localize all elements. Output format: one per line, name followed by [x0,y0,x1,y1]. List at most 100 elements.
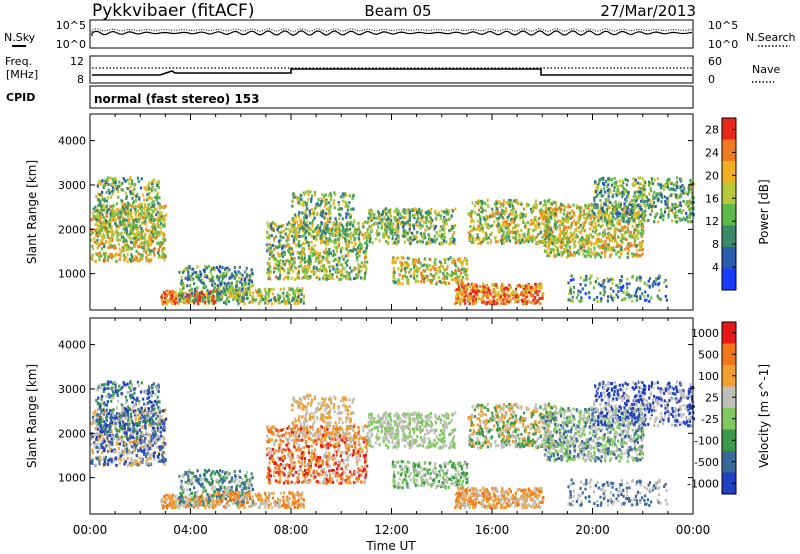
power-cell [397,225,400,229]
power-cell [408,238,411,242]
power-cell [631,234,634,238]
power-cell [406,231,409,235]
power-cell [586,206,589,210]
power-cell [291,257,294,261]
power-cell [278,269,281,273]
power-cell [285,259,288,263]
power-cell [228,287,231,291]
power-cell [664,200,667,203]
power-cell [402,225,405,229]
power-cell [650,179,653,183]
power-cell [584,242,587,246]
power-cell [316,202,319,206]
power-cell [230,285,233,289]
power-cell [281,266,284,270]
power-cell [433,260,436,264]
power-cell [578,252,581,256]
power-cell [633,253,636,256]
power-cell [516,240,519,244]
power-cell [618,250,621,254]
power-cell [399,260,402,264]
power-cell [235,273,238,277]
power-cell [674,188,677,192]
power-cell [597,210,600,214]
power-cell [608,246,611,250]
power-cell [269,252,272,256]
power-cell [376,216,380,220]
power-cell [308,212,311,215]
power-cell [443,232,446,236]
power-cell [503,211,506,215]
power-cell [140,202,143,206]
power-cell [220,297,223,301]
power-cell [291,249,294,253]
power-cell [394,237,398,241]
power-cell [152,210,155,214]
power-cell [458,275,462,279]
power-cell [535,289,538,293]
power-cell [602,231,605,235]
power-cell [472,295,476,299]
power-cell [244,293,247,297]
power-cell [543,243,546,247]
power-cell [469,214,472,218]
power-cell [310,240,313,244]
power-cell [312,210,315,214]
power-cell [131,179,134,183]
power-cell [416,212,419,216]
power-cell [310,200,313,204]
power-cell [319,213,322,217]
power-cell [355,228,358,232]
power-cell [517,229,520,233]
power-cell [137,204,140,208]
power-cell [638,192,641,196]
power-cell [292,291,295,295]
power-cell [501,221,505,225]
power-cell [121,202,124,206]
power-cell [640,233,643,237]
power-cell [266,268,270,272]
power-cell [375,231,378,235]
power-cell [267,233,271,237]
power-cell [227,300,231,304]
power-cell [139,212,142,216]
power-cell [342,230,345,234]
power-cell [393,209,396,213]
power-cell [332,276,335,280]
power-cell [587,246,590,250]
power-cell [558,227,561,231]
power-cell [573,240,576,244]
power-cell [103,220,106,224]
power-cell [128,202,131,206]
power-cell [411,262,414,265]
power-cell [316,228,319,232]
power-cell [380,226,383,230]
power-cell [616,241,619,245]
power-cell [484,236,487,240]
power-cell [543,199,546,203]
power-cell [547,252,550,255]
power-cell [565,247,568,251]
power-cell [400,267,403,271]
power-cell [595,228,598,232]
power-cell [532,298,535,302]
power-cell [128,232,131,236]
power-cell [305,216,308,220]
power-cell [573,253,576,257]
power-cell [207,264,211,268]
power-cell [519,216,522,220]
power-cell [409,236,412,240]
power-cell [218,265,221,269]
power-cell [321,258,324,262]
power-cell [546,217,549,221]
power-cell [117,242,120,246]
power-cell [301,257,304,261]
power-cell [384,239,388,243]
freq-tick-top: 12 [70,55,84,68]
power-cell [474,238,478,241]
power-cell [618,219,621,222]
power-cell [540,212,543,216]
power-cell [178,292,181,295]
power-cell [385,233,388,237]
power-cell [126,206,129,209]
